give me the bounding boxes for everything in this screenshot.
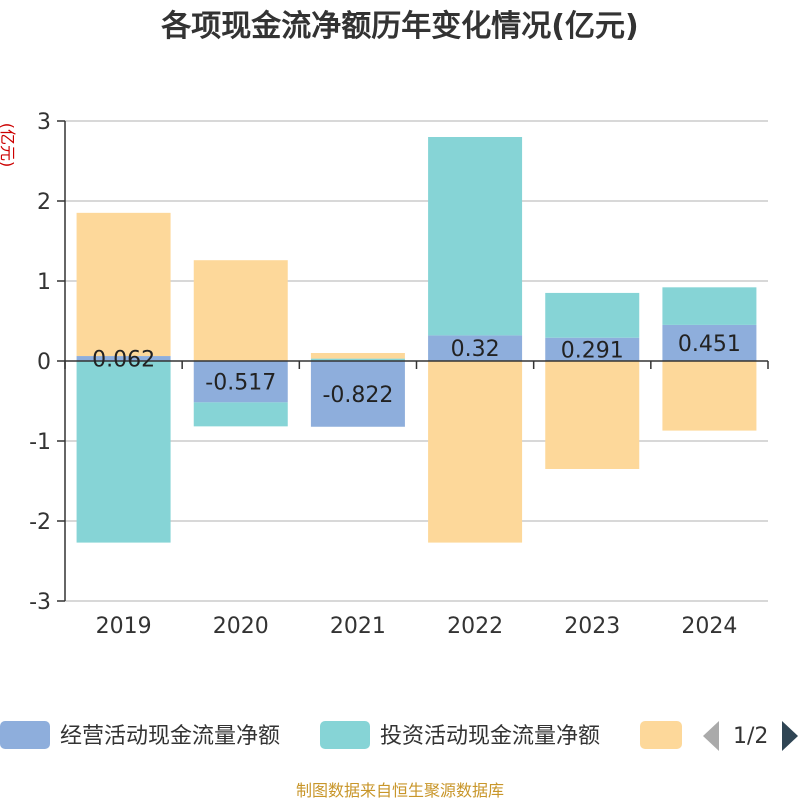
bar-2024-series-0[interactable] xyxy=(662,324,757,361)
bar-2021-series-0[interactable] xyxy=(310,361,405,427)
data-label: 0.062 xyxy=(92,348,155,373)
bar-2023-series-0[interactable] xyxy=(545,337,640,361)
y-tick-label: 2 xyxy=(37,190,51,215)
bar-2019-series-1[interactable] xyxy=(76,361,171,543)
legend-swatch-investing[interactable] xyxy=(320,721,370,749)
bar-2024-series-1[interactable] xyxy=(662,287,757,325)
y-tick-label: 3 xyxy=(37,110,51,135)
bar-2023-series-1[interactable] xyxy=(545,292,640,338)
axes: 3 2 1 0 -1 -2 -3 2019 2020 2021 2022 2023 2024 xyxy=(29,110,769,639)
x-tick-label: 2020 xyxy=(213,614,269,639)
legend-swatch-third-series[interactable] xyxy=(640,721,682,749)
legend-page-indicator: 1/2 xyxy=(733,724,768,749)
grid-lines xyxy=(65,120,768,602)
y-tick-label: -1 xyxy=(29,430,51,455)
data-source-footer: 制图数据来自恒生聚源数据库 xyxy=(296,781,504,800)
data-label: -0.517 xyxy=(205,371,276,396)
bar-series xyxy=(76,137,757,543)
bar-2019-series-0[interactable] xyxy=(76,356,171,361)
data-label: 0.32 xyxy=(451,337,500,362)
y-tick-label: 1 xyxy=(37,270,51,295)
bar-2022-series-0[interactable] xyxy=(428,335,523,361)
data-label: -0.822 xyxy=(322,383,393,408)
bar-2024-series-2[interactable] xyxy=(662,361,757,431)
legend: 经营活动现金流量净额 投资活动现金流量净额 1/2 xyxy=(0,721,798,751)
bar-2023-series-2[interactable] xyxy=(545,361,640,469)
data-label: 0.451 xyxy=(678,332,741,357)
data-label: 0.291 xyxy=(561,338,624,363)
bar-2019-series-2[interactable] xyxy=(76,212,171,357)
legend-prev-page-icon[interactable] xyxy=(703,721,719,751)
data-labels: 0.062 -0.517 -0.822 0.32 0.291 0.451 xyxy=(92,332,741,408)
legend-next-page-icon[interactable] xyxy=(782,721,798,751)
y-tick-label: 0 xyxy=(37,350,51,375)
bar-2021-series-2[interactable] xyxy=(310,353,405,359)
bar-2020-series-1[interactable] xyxy=(193,402,288,427)
x-tick-label: 2023 xyxy=(564,614,620,639)
x-tick-label: 2019 xyxy=(96,614,152,639)
y-tick-label: -2 xyxy=(29,510,51,535)
x-tick-label: 2021 xyxy=(330,614,386,639)
x-tick-label: 2024 xyxy=(681,614,737,639)
bar-2020-series-0[interactable] xyxy=(193,361,288,403)
bar-2021-series-1[interactable] xyxy=(310,358,405,361)
bar-2022-series-2[interactable] xyxy=(428,361,523,543)
bar-2022-series-1[interactable] xyxy=(428,137,523,336)
legend-label-investing[interactable]: 投资活动现金流量净额 xyxy=(380,724,600,749)
legend-swatch-operating[interactable] xyxy=(0,721,50,749)
chart-title: 各项现金流净额历年变化情况(亿元) xyxy=(160,9,638,44)
bar-2020-series-2[interactable] xyxy=(193,260,288,361)
legend-label-operating[interactable]: 经营活动现金流量净额 xyxy=(60,724,280,749)
x-tick-label: 2022 xyxy=(447,614,503,639)
y-tick-label: -3 xyxy=(29,590,51,615)
y-axis-unit-label: (亿元) xyxy=(0,123,17,168)
